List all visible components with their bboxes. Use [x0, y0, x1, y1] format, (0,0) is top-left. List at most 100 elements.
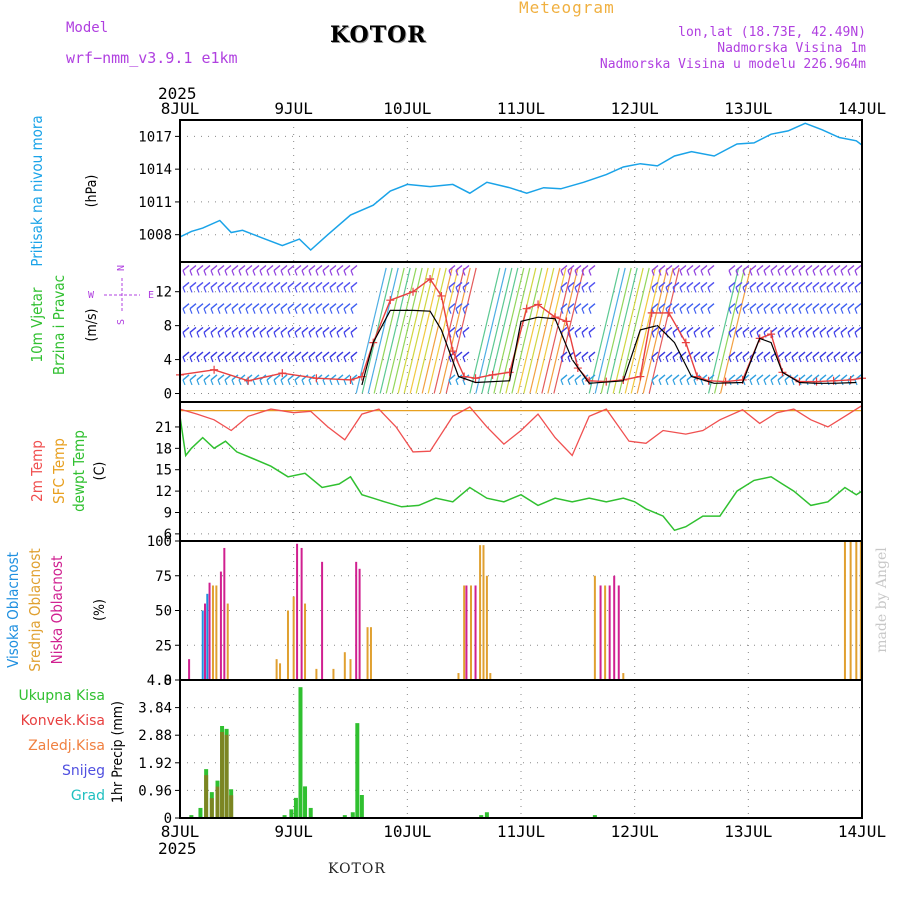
wind-barb — [294, 303, 302, 310]
wind-barb — [749, 332, 753, 338]
wind-barb-band — [535, 267, 567, 394]
y-tick-label: 25 — [155, 638, 172, 654]
wind-barb — [315, 351, 323, 358]
wind-barb — [840, 351, 848, 358]
wind-barb — [679, 287, 683, 293]
wind-barb-band — [511, 267, 543, 394]
wind-barb — [812, 270, 816, 276]
wind-barb-band — [719, 267, 752, 394]
wind-barb — [805, 351, 813, 358]
wind-barb — [329, 303, 337, 310]
wind-barb — [819, 332, 823, 338]
wind-barb — [336, 379, 340, 386]
wind-barb — [182, 287, 186, 293]
wind-barb — [574, 303, 582, 310]
wind-barb — [742, 287, 746, 293]
wind-barb — [560, 374, 568, 381]
wind-barb — [700, 287, 704, 293]
wind-barb — [840, 281, 848, 288]
wind-barb — [672, 308, 676, 314]
wind-barb — [777, 308, 781, 314]
wind-barb — [658, 264, 666, 272]
x-tick-label-bottom: 12JUL — [611, 822, 659, 841]
credit: made by Angel — [874, 547, 890, 653]
wind-barb — [707, 351, 715, 358]
wind-barb — [196, 326, 204, 333]
wind-barb — [280, 270, 284, 276]
cloud-bar — [286, 610, 289, 680]
cloud-bar — [343, 652, 346, 680]
wind-barb-band — [517, 267, 549, 394]
wind-barb — [791, 332, 795, 338]
wind-barb — [238, 308, 242, 314]
wind-barb — [287, 379, 291, 386]
wind-barb — [707, 332, 711, 338]
wind-barb — [665, 379, 669, 386]
precip-bar — [355, 723, 360, 818]
wind-speed-marker — [522, 304, 531, 313]
wind-barb — [567, 374, 575, 381]
compass-w: W — [88, 290, 95, 301]
wind-barb — [196, 264, 204, 272]
wind-barb — [665, 270, 669, 276]
wind-barb — [294, 326, 302, 333]
wind-barb — [280, 281, 288, 288]
wind-barb — [735, 287, 739, 293]
wind-barb — [707, 281, 715, 288]
wind-barb — [273, 356, 277, 363]
wind-barb — [749, 379, 753, 386]
wind-barb — [791, 270, 795, 276]
temp-2m-line — [179, 405, 863, 457]
cloud-bar — [465, 585, 468, 680]
wind-barb — [812, 308, 816, 314]
wind-barb — [210, 332, 214, 338]
wind-barb — [217, 356, 221, 363]
wind-barb — [812, 356, 816, 363]
wind-barb — [567, 303, 575, 310]
wind-barb — [819, 264, 827, 272]
wind-barb — [462, 379, 466, 386]
wind-barb-band — [421, 267, 453, 394]
wind-barb — [245, 332, 249, 338]
wind-barb — [217, 374, 225, 381]
wind-barb — [203, 379, 207, 386]
cloud-bar — [188, 659, 191, 680]
wind-barb — [182, 356, 186, 363]
precip-unit: 1hr Precip (mm) — [110, 701, 126, 803]
wind-barb — [805, 303, 813, 310]
wind-barb — [742, 270, 746, 276]
wind-barb — [791, 281, 799, 288]
y-tick-label: 1008 — [138, 228, 172, 244]
wind-barb — [273, 326, 281, 333]
y-tick-label: 18 — [155, 441, 172, 457]
wind-barb — [245, 308, 249, 314]
wind-barb — [665, 374, 673, 381]
wind-barb — [735, 374, 743, 381]
wind-barb — [693, 356, 697, 363]
wind-barb — [763, 356, 767, 363]
wind-barb — [560, 379, 564, 386]
wind-barb — [245, 287, 249, 293]
wind-barb — [196, 332, 200, 338]
wind-barb — [336, 303, 344, 310]
wind-barb — [343, 308, 347, 314]
cloud-bar — [599, 585, 602, 680]
wind-barb — [252, 326, 260, 333]
y-tick-label: 1017 — [138, 129, 172, 145]
wind-barb — [266, 356, 270, 363]
wind-barb — [462, 270, 466, 276]
wind-barb — [700, 303, 708, 310]
wind-barb — [728, 264, 736, 272]
wind-barb — [679, 303, 687, 310]
wind-barb — [581, 270, 585, 276]
wind-barb — [448, 270, 452, 276]
wind-barb — [784, 356, 788, 363]
wind-barb — [812, 374, 820, 381]
wind-barb — [700, 332, 704, 338]
wind-barb — [462, 356, 466, 363]
wind-barb — [728, 351, 736, 358]
wind-barb — [567, 379, 571, 386]
wind-barb-band — [499, 267, 531, 394]
compass-s: S — [116, 319, 127, 325]
cloud-bar — [304, 603, 307, 680]
